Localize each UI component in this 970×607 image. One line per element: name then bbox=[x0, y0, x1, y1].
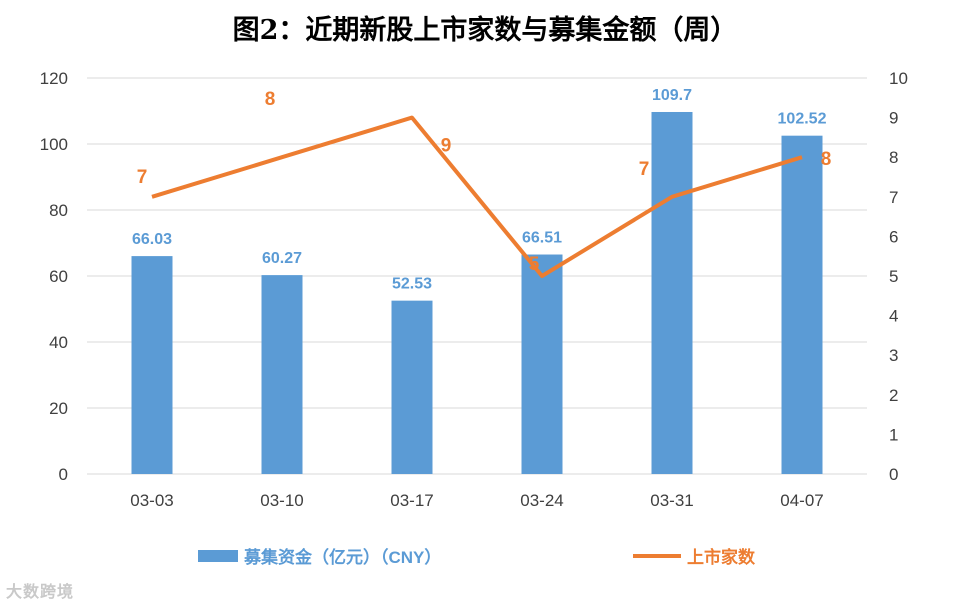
y-right-tick-label: 4 bbox=[889, 307, 898, 326]
y-right-tick-label: 3 bbox=[889, 346, 898, 365]
y-left-tick-label: 60 bbox=[49, 267, 68, 286]
y-left-tick-label: 100 bbox=[40, 135, 68, 154]
x-tick-label: 03-24 bbox=[520, 491, 563, 510]
bar bbox=[781, 135, 823, 474]
bar bbox=[391, 300, 433, 474]
legend-label-funds: 募集资金（亿元）（CNY） bbox=[244, 548, 442, 567]
bar-data-label: 102.52 bbox=[778, 111, 827, 128]
y-right-tick-label: 0 bbox=[889, 465, 898, 484]
chart-title: 图2：近期新股上市家数与募集金额（周） bbox=[232, 15, 738, 46]
x-tick-label: 03-10 bbox=[260, 491, 303, 510]
line-series bbox=[151, 115, 803, 278]
y-left-tick-label: 20 bbox=[49, 399, 68, 418]
x-tick-label: 03-17 bbox=[390, 491, 433, 510]
legend-swatch-line bbox=[633, 553, 681, 558]
line-data-label: 8 bbox=[821, 149, 832, 170]
y-right-tick-label: 8 bbox=[889, 148, 898, 167]
bar-data-label: 66.03 bbox=[132, 231, 172, 248]
x-tick-label: 03-31 bbox=[650, 491, 693, 510]
y-right-tick-label: 2 bbox=[889, 386, 898, 405]
bar bbox=[521, 254, 563, 474]
line-data-label: 7 bbox=[137, 167, 148, 188]
y-right-tick-label: 10 bbox=[889, 69, 908, 88]
line-data-label: 7 bbox=[639, 159, 650, 180]
y-left-tick-label: 120 bbox=[40, 69, 68, 88]
bar-data-label: 60.27 bbox=[262, 250, 302, 267]
line-data-label: 5 bbox=[529, 254, 540, 275]
x-tick-label: 04-07 bbox=[780, 491, 823, 510]
legend-swatch-bar bbox=[198, 549, 238, 562]
y-right-tick-label: 9 bbox=[889, 109, 898, 128]
y-left-tick-label: 0 bbox=[59, 465, 68, 484]
y-right-tick-label: 5 bbox=[889, 267, 898, 286]
bar-data-label: 66.51 bbox=[522, 230, 562, 247]
bar-data-label: 52.53 bbox=[392, 276, 432, 293]
bar bbox=[651, 111, 693, 475]
y-left-tick-label: 80 bbox=[49, 201, 68, 220]
x-tick-label: 03-03 bbox=[130, 491, 173, 510]
line-data-label: 8 bbox=[265, 89, 276, 110]
bar bbox=[131, 256, 173, 474]
bar-data-label: 109.7 bbox=[652, 87, 692, 104]
legend-item-funds: 募集资金（亿元）（CNY） bbox=[198, 543, 441, 568]
watermark-logo: 大数跨境 bbox=[6, 584, 75, 601]
y-right-tick-label: 6 bbox=[889, 227, 898, 246]
line-data-label: 9 bbox=[441, 136, 452, 157]
legend-label-count: 上市家数 bbox=[687, 548, 755, 567]
y-right-tick-label: 1 bbox=[889, 425, 898, 444]
bar bbox=[261, 275, 303, 474]
y-left-tick-label: 40 bbox=[49, 333, 68, 352]
legend-item-count: 上市家数 bbox=[633, 543, 755, 568]
y-right-tick-label: 7 bbox=[889, 188, 898, 207]
